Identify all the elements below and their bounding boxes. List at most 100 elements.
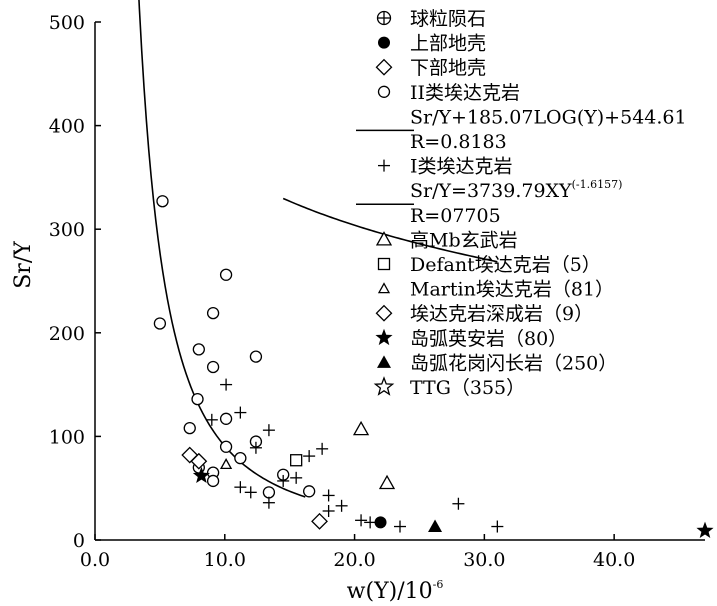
filled-star-point [696,521,714,538]
legend-label: TTG（355） [410,377,525,399]
legend-label: 下部地壳 [410,57,486,79]
circle-point [219,412,233,425]
legend-entry: I类埃达克岩 [378,156,513,178]
legend-circle-plus-marker [376,10,392,26]
circle-point [153,317,167,330]
legend-entry: Martin埃达克岩（81） [377,279,614,301]
circle-point [191,392,204,406]
legend-label: Defant埃达克岩（5） [410,254,601,276]
fit-curve [282,197,498,263]
y-tick-label: 300 [49,219,85,241]
x-tick-label: 10.0 [204,549,246,571]
filled-triangle-point [428,519,443,533]
legend-triangle-marker [375,231,393,246]
x-tick-label: 40.0 [593,549,635,571]
plus-point [316,442,329,455]
circle-point [156,195,169,208]
legend-plus-marker [378,159,390,172]
legend-label: 上部地壳 [410,33,486,55]
legend-entry: 上部地壳 [378,33,486,55]
plus-point [322,504,335,517]
circle-point [234,452,247,465]
legend-entry: Sr/Y+185.07LOG(Y)+544.61 R=0.8183 [356,106,687,153]
ticks: 0.0 10.0 20.0 30.0 40.0 0 100 200 300 400 500 [49,12,636,571]
legend-filled-triangle-marker [377,355,391,368]
circle-point [302,485,316,498]
y-tick-label: 100 [49,426,85,448]
legend-label: Sr/Y+185.07LOG(Y)+544.61 [410,106,687,128]
legend-filled-circle-marker [378,36,390,49]
open-triangle-point [378,474,396,490]
y-tick-label: 200 [49,323,85,345]
legend-circle-marker [377,85,391,98]
legend-square-marker [377,257,391,271]
legend-label-r: R=07705 [410,205,501,227]
legend-diamond-marker [375,304,393,322]
diamond-point [311,512,328,530]
legend-label: I类埃达克岩 [410,156,513,178]
filled-circle-point [374,516,387,529]
legend-label: 岛弧英安岩（80） [410,328,567,350]
legend-entry: 岛弧花岗闪长岩（250） [377,352,617,374]
y-tick-label: 500 [49,12,85,34]
open-triangle-point [352,420,370,436]
plus-point [322,489,335,502]
data-points [153,195,714,538]
legend-label: Martin埃达克岩（81） [410,279,614,301]
plus-point [335,499,348,512]
legend-entry: TTG（355） [373,376,525,399]
plus-point [205,413,218,426]
fit-curve [138,0,306,498]
plus-point [277,474,290,487]
small-triangle-point [219,458,233,470]
plus-point [364,516,377,529]
fit-curves [138,0,498,498]
circle-point [206,360,220,374]
square-point [290,454,303,467]
x-tick-label: 20.0 [333,549,375,571]
circle-point [206,474,220,488]
x-tick-label: 0.0 [80,549,110,571]
legend-entry: Defant埃达克岩（5） [377,254,601,276]
y-tick-label: 0 [73,530,85,552]
circle-point [192,343,205,356]
plus-point [394,520,406,533]
legend-label: Sr/Y=3739.79XY(-1.6157) [410,178,622,202]
legend-label: 岛弧花岗闪长岩（250） [410,352,617,374]
legend-label-r: R=0.8183 [410,131,507,153]
legend-diamond-marker [375,58,393,76]
circle-point [219,268,233,281]
legend-entry: 高Mb玄武岩 [375,229,518,251]
plus-point [290,471,303,484]
legend-label: 埃达克岩深成岩（9） [410,303,593,325]
legend-entry: II类埃达克岩 [377,82,520,104]
plus-point [249,441,262,454]
circle-point [206,306,220,320]
axes [94,22,705,541]
circle-point [262,486,276,499]
circle-point [219,440,233,453]
plus-point [244,486,257,499]
y-axis-label: Sr/Y [11,241,36,289]
legend-entry: Sr/Y=3739.79XY(-1.6157) R=07705 [356,178,622,227]
plus-point [234,406,247,419]
legend-open-star-marker [373,376,395,396]
legend-entry: 埃达克岩深成岩（9） [375,303,593,325]
legend-entry: 下部地壳 [375,57,486,79]
plus-point [452,497,465,510]
diamond-point [190,452,208,470]
diamond-point [181,446,199,464]
plus-point [491,520,504,533]
legend-label: II类埃达克岩 [410,82,520,104]
legend-entry: 球粒陨石 [376,8,486,30]
y-tick-label: 400 [49,116,85,138]
x-axis-label: w(Y)/10-6 [347,578,444,604]
plus-point [234,481,247,494]
legend-label: 球粒陨石 [410,8,486,30]
filled-star-point [192,466,210,484]
plus-point [262,496,275,509]
plus-point [303,450,316,463]
plus-point [262,424,275,437]
